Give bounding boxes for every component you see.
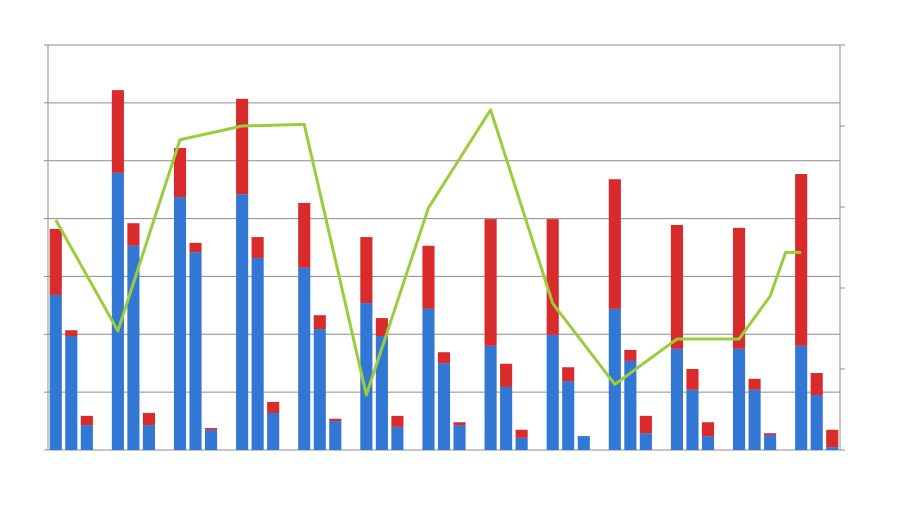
bar-segment (515, 437, 528, 450)
bar-segment (205, 428, 218, 430)
bar-segment (189, 252, 202, 450)
bar-segment (111, 172, 124, 450)
bar-segment (764, 434, 777, 450)
bar-segment (391, 426, 404, 450)
bar-segment (500, 386, 513, 450)
bar-segment (639, 433, 652, 450)
bar-segment (173, 147, 187, 198)
bar-segment (639, 415, 652, 434)
bar-segment (484, 219, 497, 346)
bar-segment (748, 389, 761, 450)
bar-segment (795, 174, 808, 346)
line-series (54, 108, 802, 397)
bar-segment (701, 422, 715, 437)
bar-segment (142, 412, 155, 426)
bar-segment (360, 303, 373, 450)
bar-segment (298, 202, 311, 268)
bar-segment (437, 363, 451, 450)
bar-segment (624, 360, 637, 450)
bar-segment (375, 336, 388, 450)
bar-segment (437, 352, 451, 364)
bar-segment (515, 429, 528, 438)
bar-segment (391, 415, 404, 427)
bar-segment (500, 363, 513, 387)
bar-segment (251, 257, 264, 450)
bar-segment (173, 197, 187, 450)
bar-segment (313, 329, 326, 450)
bar-segment (701, 436, 715, 450)
bar-segment (670, 224, 683, 349)
bar-segment (111, 90, 124, 173)
bar-segment (795, 345, 808, 450)
bar-segment (360, 237, 373, 304)
bar-segment (608, 179, 621, 309)
bar-segment (562, 381, 575, 450)
bar-segment (313, 315, 326, 330)
bar-segment (49, 228, 62, 295)
bar-segment (733, 227, 746, 349)
bar-segment (127, 245, 140, 450)
bar-segment (236, 194, 249, 450)
bar-segment (267, 401, 280, 413)
bar-segment (236, 98, 249, 195)
bar-segment (826, 429, 839, 448)
bar-segment (826, 447, 839, 450)
bar-segment (608, 308, 621, 450)
bar-segment (267, 412, 280, 450)
bar-segment (686, 389, 699, 450)
bar-segment (127, 223, 140, 246)
bar-segment (375, 318, 388, 337)
bar-segment (205, 429, 218, 450)
bar-segment (810, 373, 823, 396)
bar-segment (422, 308, 435, 450)
bar-segment (453, 422, 466, 426)
bar-segment (562, 367, 575, 382)
bar-segment (546, 219, 559, 335)
bar-segment (251, 237, 264, 258)
bar-segment (624, 349, 637, 361)
bar-segment (65, 330, 78, 337)
bar-segment (298, 267, 311, 450)
bar-segment (748, 378, 761, 390)
bar-segment (484, 345, 497, 450)
bar-segment (142, 425, 155, 450)
bar-segment (577, 436, 590, 450)
bar-segment (422, 245, 435, 309)
bar-segment (546, 334, 559, 450)
bar-segment (329, 421, 342, 450)
bar-segment (329, 418, 342, 422)
bar-segment (80, 415, 93, 426)
bar-segment (764, 433, 777, 435)
bar-segment (686, 369, 699, 390)
bar-segment (65, 336, 78, 450)
bar-segment (80, 425, 93, 450)
bar-segment (453, 425, 466, 450)
bar-segment (810, 395, 823, 450)
bar-segment (189, 242, 202, 253)
bar-segment (670, 348, 683, 450)
bar-segment (49, 294, 62, 450)
bar-segment (733, 348, 746, 450)
